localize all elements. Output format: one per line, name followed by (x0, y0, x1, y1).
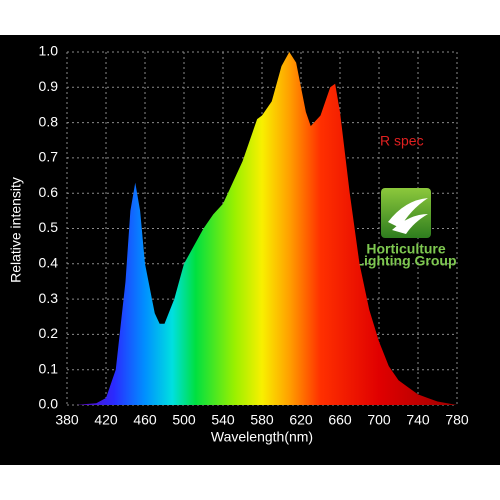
x-tick-label: 420 (94, 412, 118, 428)
logo-leaf (388, 198, 428, 234)
y-tick-label: 0.0 (39, 396, 59, 412)
y-tick-label: 0.8 (39, 113, 59, 129)
y-tick-label: 0.6 (39, 184, 59, 200)
x-tick-label: 740 (406, 412, 430, 428)
logo-text: Lighting Group (355, 253, 456, 269)
x-tick-label: 780 (445, 412, 469, 428)
x-tick-label: 580 (250, 412, 274, 428)
x-tick-label: 620 (289, 412, 313, 428)
x-tick-label: 460 (133, 412, 157, 428)
x-tick-label: 660 (328, 412, 352, 428)
spectrum-area (67, 52, 457, 405)
x-tick-label: 540 (211, 412, 235, 428)
y-tick-label: 0.3 (39, 290, 59, 306)
y-tick-label: 0.1 (39, 360, 59, 376)
y-tick-label: 0.5 (39, 219, 59, 235)
y-tick-label: 0.9 (39, 78, 59, 94)
y-tick-label: 0.2 (39, 325, 59, 341)
y-tick-label: 0.4 (39, 255, 59, 271)
annotation: R spec (380, 133, 424, 149)
y-axis-label: Relative intensity (8, 177, 24, 283)
y-tick-label: 0.7 (39, 149, 59, 165)
x-tick-label: 500 (172, 412, 196, 428)
x-tick-label: 700 (367, 412, 391, 428)
logo-text: Horticulture (366, 241, 446, 257)
x-tick-label: 380 (55, 412, 79, 428)
x-axis-label: Wavelength(nm) (211, 429, 313, 445)
y-tick-label: 1.0 (39, 43, 59, 59)
